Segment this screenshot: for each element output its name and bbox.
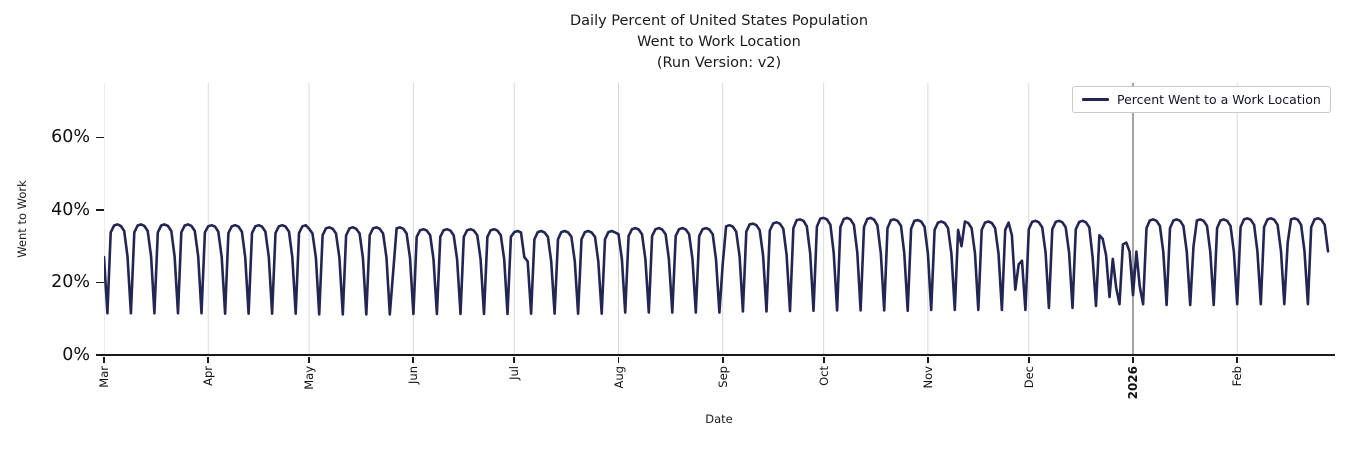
y-tick-label: 40%	[51, 199, 90, 220]
x-tick-mark	[1027, 356, 1030, 363]
chart-title: Daily Percent of United States Populatio…	[104, 11, 1334, 74]
chart-title-line-2: Went to Work Location	[637, 34, 801, 50]
x-tick-mark	[617, 356, 620, 363]
x-axis-title: Date	[705, 412, 733, 426]
chart-title-line-1: Daily Percent of United States Populatio…	[569, 13, 869, 29]
x-tick-mark	[1236, 356, 1239, 363]
x-tick-label: Nov	[920, 366, 935, 389]
x-tick-mark	[822, 356, 825, 363]
x-tick-mark	[412, 356, 415, 363]
x-tick-mark	[1132, 356, 1134, 363]
y-tick-mark	[95, 209, 104, 211]
x-tick-mark	[103, 356, 105, 363]
y-tick-mark	[95, 281, 104, 284]
x-tick-label: Apr	[201, 366, 216, 386]
x-tick-mark	[926, 356, 929, 363]
x-tick-label: Aug	[611, 366, 626, 389]
x-tick-label: Jun	[406, 366, 421, 384]
x-tick-mark	[308, 356, 311, 363]
legend: Percent Went to a Work Location	[1072, 86, 1331, 113]
y-tick-mark	[95, 136, 104, 139]
x-tick-label: Oct	[816, 366, 831, 386]
y-tick-label: 60%	[51, 127, 90, 148]
x-tick-mark	[207, 356, 210, 363]
x-tick-label: 2026	[1126, 366, 1140, 400]
x-tick-mark	[721, 356, 724, 363]
legend-line-swatch-icon	[1082, 97, 1109, 102]
y-tick-label: 20%	[51, 272, 90, 293]
x-tick-label: Dec	[1021, 366, 1036, 389]
x-tick-mark	[513, 356, 516, 363]
x-tick-label: Feb	[1230, 366, 1245, 387]
x-tick-label: Mar	[97, 366, 111, 388]
line-chart-plot-area	[104, 83, 1330, 355]
y-axis-title: Went to Work	[15, 180, 29, 258]
x-axis-spine	[103, 354, 1335, 357]
x-tick-label: Jul	[507, 366, 522, 380]
chart-title-line-3: (Run Version: v2)	[656, 55, 782, 71]
y-tick-label: 0%	[62, 345, 90, 365]
y-tick-mark	[95, 354, 104, 356]
x-tick-label: Sep	[715, 366, 730, 388]
legend-label: Percent Went to a Work Location	[1117, 92, 1321, 107]
x-tick-label: May	[302, 366, 317, 390]
